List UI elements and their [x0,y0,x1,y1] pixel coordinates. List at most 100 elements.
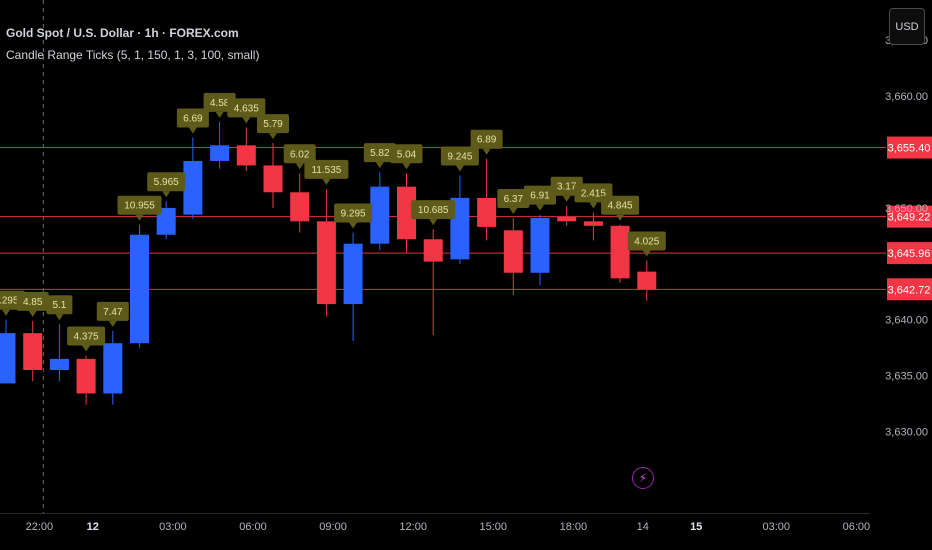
range-labels-group: 5.295 4.85 5.1 4.375 7.47 10.955 5.965 6.69 4.58… [0,92,666,352]
range-label-text: 3.17 [557,182,577,193]
range-label-pointer [642,250,651,257]
candle-body[interactable] [423,239,443,262]
range-label-pointer [82,345,91,352]
x-axis-tick-label: 12:00 [399,521,427,533]
range-label-text: 4.845 [608,201,633,212]
lightning-bolt-icon[interactable]: ⚡ [632,467,654,489]
y-axis-tick-label: 3,660.00 [885,91,928,103]
range-label-text: 10.685 [418,205,449,216]
range-label-pointer [455,165,464,172]
candle-body[interactable] [23,333,43,371]
range-label-text: 5.82 [370,148,390,159]
x-axis-tick-label: 03:00 [763,521,791,533]
range-label-box [176,108,209,128]
x-axis-tick-label: 12 [87,521,99,533]
range-label-text: 4.85 [23,297,43,308]
range-label-pointer [242,117,251,124]
range-label-box [257,114,289,134]
range-label-text: 4.635 [234,103,259,114]
range-label-pointer [429,219,438,226]
range-label-text: 5.1 [52,300,66,311]
candle-body[interactable] [0,333,16,384]
candle-body[interactable] [236,145,256,166]
symbol-title[interactable]: Gold Spot / U.S. Dollar · 1h · FOREX.com [6,26,239,40]
range-label-box [96,301,129,321]
candle-body[interactable] [370,186,390,244]
range-label-text: 5.965 [154,177,179,188]
y-axis-tick-label: 3,640.00 [885,315,928,327]
range-label-text: 6.37 [504,194,524,205]
range-label-pointer [295,163,304,170]
range-label-pointer [2,309,10,316]
range-label-box [524,185,556,205]
currency-button[interactable]: USD [889,8,925,45]
range-label-text: 4.025 [634,236,659,247]
candle-body[interactable] [290,192,310,222]
candle-body[interactable] [343,243,363,305]
range-label-text: 5.79 [263,119,283,130]
y-axis-tick-label: 3,630.00 [885,427,928,439]
x-axis-tick-label: 06:00 [843,521,871,533]
price-level-label: 3,649.22 [888,212,931,224]
candle-body[interactable] [210,145,230,161]
candle-body[interactable] [637,271,657,290]
price-level-label: 3,655.40 [888,143,931,155]
candles-group[interactable] [0,121,657,405]
candle-body[interactable] [103,343,123,394]
range-label-pointer [509,207,518,214]
range-label-pointer [135,214,144,221]
range-label-box [227,98,266,118]
range-label-box [283,144,316,164]
candle-body[interactable] [49,358,69,371]
x-axis[interactable]: 22:00 12 03:00 06:00 09:00 12:00 15:00 18:00 14 1… [26,521,871,533]
candle-body[interactable] [130,234,149,344]
range-label-text: 2.415 [581,188,606,199]
candle-body[interactable] [76,358,96,394]
range-label-pointer [482,148,491,155]
x-axis-tick-label: 18:00 [560,521,588,533]
candle-body[interactable] [503,230,523,273]
range-label-box [117,195,162,215]
range-label-text: 9.245 [447,152,472,163]
candle-body[interactable] [530,217,550,273]
range-label-text: 6.02 [290,149,310,160]
x-axis-tick-label: 14 [637,521,649,533]
range-label-box [627,231,666,251]
candle-body[interactable] [156,207,176,235]
range-label-pointer [375,162,384,169]
candle-body[interactable] [183,160,203,215]
range-label-pointer [349,222,358,229]
range-label-box [363,143,396,163]
range-label-pointer [536,204,544,211]
price-level-tag [887,136,932,159]
range-label-text: 4.375 [74,331,99,342]
x-axis-tick-label: 15 [690,521,702,533]
range-label-box [334,203,373,223]
indicator-legend[interactable]: Candle Range Ticks (5, 1, 150, 1, 3, 100… [6,48,260,62]
range-label-pointer [28,310,37,317]
price-level-tag [887,242,932,265]
candle-body[interactable] [477,197,497,227]
range-label-pointer [616,214,625,221]
range-label-text: 5.04 [397,149,417,160]
candle-body[interactable] [316,221,336,305]
x-axis-tick-label: 03:00 [159,521,187,533]
range-label-text: 5.295 [0,296,19,307]
price-level-tag [887,205,932,228]
candle-body[interactable] [610,225,630,279]
range-label-box [411,200,456,220]
range-label-text: 10.955 [124,201,155,212]
candle-body[interactable] [583,221,603,226]
range-label-box [470,129,503,149]
x-axis-tick-label: 15:00 [480,521,508,533]
range-label-pointer [589,202,598,209]
range-label-box [46,295,73,315]
y-axis-tick-label: 3,650.00 [885,203,928,215]
candle-body[interactable] [557,216,577,222]
range-label-box [147,172,186,192]
candle-body[interactable] [397,186,416,240]
range-label-text: 6.91 [530,191,550,202]
candle-body[interactable] [263,165,283,193]
price-level-label: 3,642.72 [888,284,931,296]
